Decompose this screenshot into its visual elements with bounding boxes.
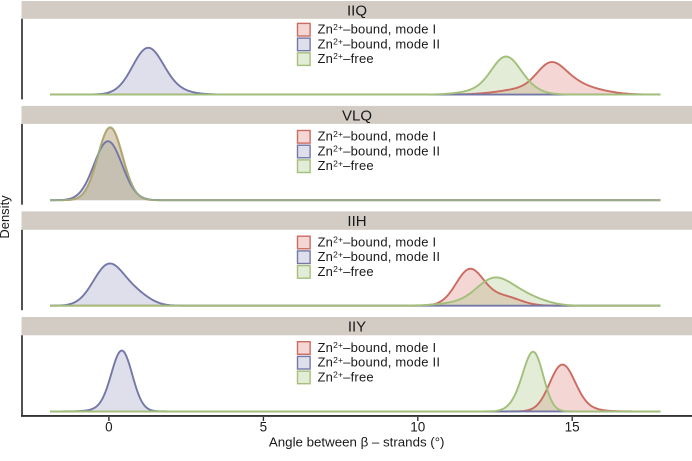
svg-text:Zn2+–free: Zn2+–free <box>318 369 374 384</box>
svg-text:Density: Density <box>0 195 12 239</box>
svg-text:15: 15 <box>565 420 580 435</box>
svg-text:10: 10 <box>410 420 425 435</box>
svg-text:IIH: IIH <box>347 213 366 230</box>
svg-text:IIY: IIY <box>348 319 366 336</box>
svg-text:Zn2+–free: Zn2+–free <box>318 158 374 173</box>
svg-text:Zn2+–free: Zn2+–free <box>318 51 374 66</box>
svg-text:Zn2+–free: Zn2+–free <box>318 264 374 279</box>
svg-text:Angle between β – strands (°): Angle between β – strands (°) <box>269 435 445 450</box>
svg-text:IIQ: IIQ <box>347 2 367 19</box>
svg-text:0: 0 <box>105 420 113 435</box>
svg-text:VLQ: VLQ <box>342 107 372 124</box>
svg-text:5: 5 <box>260 420 268 435</box>
